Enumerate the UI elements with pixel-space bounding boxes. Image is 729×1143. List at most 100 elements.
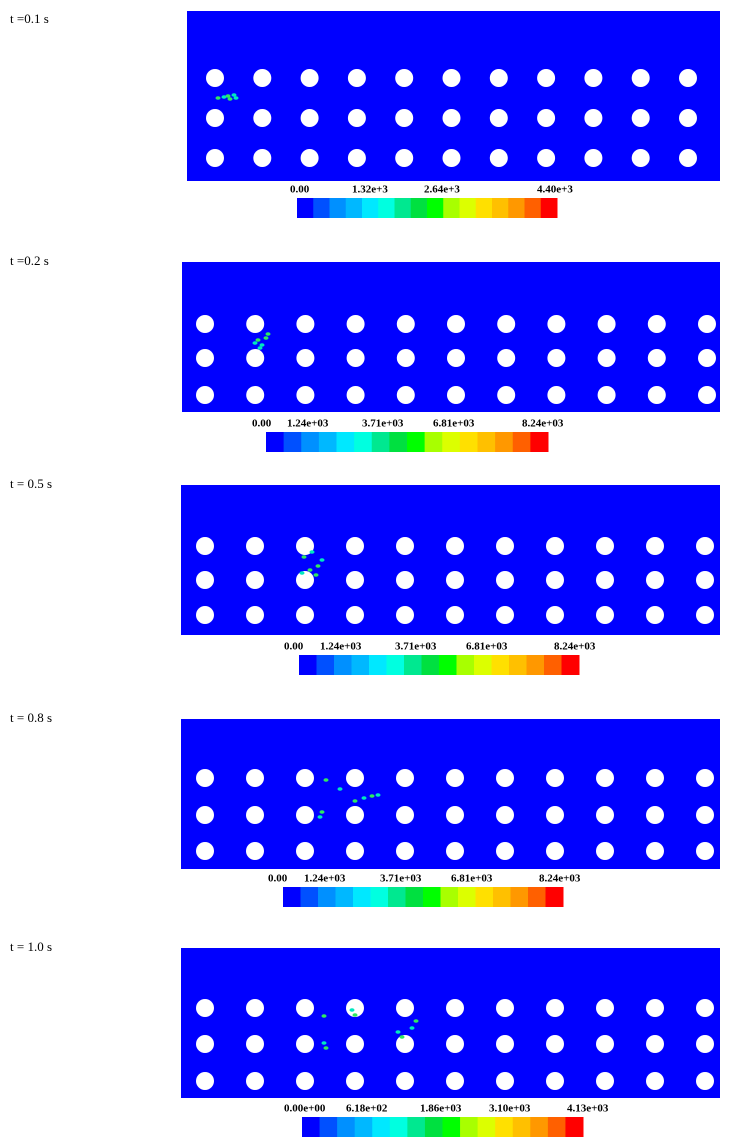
obstacle [206, 109, 224, 127]
colorbar-label: 3.71e+03 [395, 641, 437, 653]
colorbar-segment [299, 655, 317, 675]
obstacle [547, 315, 566, 333]
colorbar-segment [561, 655, 580, 675]
colorbar-segment [495, 1117, 514, 1137]
obstacle [496, 537, 514, 555]
colorbar-segment [547, 1117, 566, 1137]
colorbar-label: 2.64e+3 [424, 184, 460, 196]
particle [375, 793, 381, 797]
colorbar-segment [456, 655, 475, 675]
time-label: t = 1.0 s [10, 939, 52, 954]
obstacle [296, 769, 314, 787]
obstacle [446, 537, 464, 555]
colorbar-segment [345, 198, 363, 218]
colorbar-segment [336, 432, 355, 452]
colorbar-label: 4.13e+03 [567, 1103, 609, 1115]
colorbar-label: 1.86e+03 [420, 1103, 462, 1115]
obstacle [647, 349, 666, 367]
obstacle [646, 769, 664, 787]
obstacle [396, 769, 414, 787]
obstacle [537, 149, 556, 167]
particle [259, 343, 265, 347]
obstacle [346, 571, 364, 589]
obstacle [546, 842, 564, 860]
particle [315, 564, 321, 568]
obstacle [596, 606, 614, 624]
particle [323, 778, 329, 782]
obstacle [646, 571, 664, 589]
colorbar-segment [389, 432, 408, 452]
particle [225, 94, 231, 98]
obstacle [496, 806, 514, 824]
particle [349, 1008, 355, 1012]
obstacle [698, 315, 716, 333]
obstacle [679, 69, 697, 87]
obstacle [497, 349, 516, 367]
obstacle [596, 1035, 614, 1053]
obstacle [496, 1035, 514, 1053]
colorbar-segment [316, 655, 335, 675]
time-label: t = 0.5 s [10, 476, 52, 491]
colorbar-segment [421, 655, 440, 675]
obstacle [696, 1035, 714, 1053]
particle [227, 97, 233, 101]
particle [352, 799, 358, 803]
colorbar-segment [512, 1117, 531, 1137]
obstacle [646, 1035, 664, 1053]
obstacle [596, 806, 614, 824]
time-label: t =0.2 s [10, 253, 49, 268]
obstacle [346, 1072, 364, 1090]
obstacle [537, 69, 556, 87]
obstacle [442, 149, 461, 167]
colorbar-segment [297, 198, 314, 218]
obstacle [442, 69, 461, 87]
time-label: t = 0.8 s [10, 710, 52, 725]
obstacle [496, 999, 514, 1017]
obstacle [196, 537, 214, 555]
colorbar-label: 1.24e+03 [287, 418, 329, 430]
colorbar-segment [544, 655, 562, 675]
obstacle [447, 386, 465, 404]
colorbar-segment [404, 655, 422, 675]
obstacle [396, 806, 414, 824]
obstacle [596, 1072, 614, 1090]
colorbar-segment [530, 432, 549, 452]
obstacle [246, 315, 265, 333]
obstacle [296, 606, 314, 624]
obstacle [446, 1035, 464, 1053]
obstacle [296, 1072, 314, 1090]
obstacle [196, 999, 214, 1017]
obstacle [196, 606, 214, 624]
colorbar-segment [458, 887, 476, 907]
colorbar-label: 6.81e+03 [466, 641, 508, 653]
colorbar-segment [283, 887, 301, 907]
obstacle [246, 806, 264, 824]
colorbar-segment [353, 887, 371, 907]
colorbar-label: 8.24e+03 [522, 418, 564, 430]
colorbar-segment [526, 655, 545, 675]
particle [263, 336, 269, 340]
colorbar-label: 0.00 [252, 418, 272, 430]
colorbar-segment [424, 432, 443, 452]
obstacle [546, 1072, 564, 1090]
colorbar-label: 0.00 [268, 873, 288, 885]
obstacle [679, 149, 697, 167]
obstacle [196, 806, 214, 824]
colorbar-label: 3.10e+03 [489, 1103, 531, 1115]
colorbar-segment [475, 887, 494, 907]
colorbar-segment [335, 887, 354, 907]
obstacle [546, 571, 564, 589]
domain [181, 948, 720, 1098]
particle [257, 346, 263, 350]
obstacle [246, 1072, 264, 1090]
colorbar-segment [474, 655, 492, 675]
obstacle [596, 769, 614, 787]
obstacle [246, 999, 264, 1017]
colorbar-segment [351, 655, 370, 675]
obstacle [597, 315, 616, 333]
obstacle [584, 109, 603, 127]
colorbar-segment [318, 432, 337, 452]
colorbar-segment [565, 1117, 584, 1137]
colorbar-segment [530, 1117, 549, 1137]
